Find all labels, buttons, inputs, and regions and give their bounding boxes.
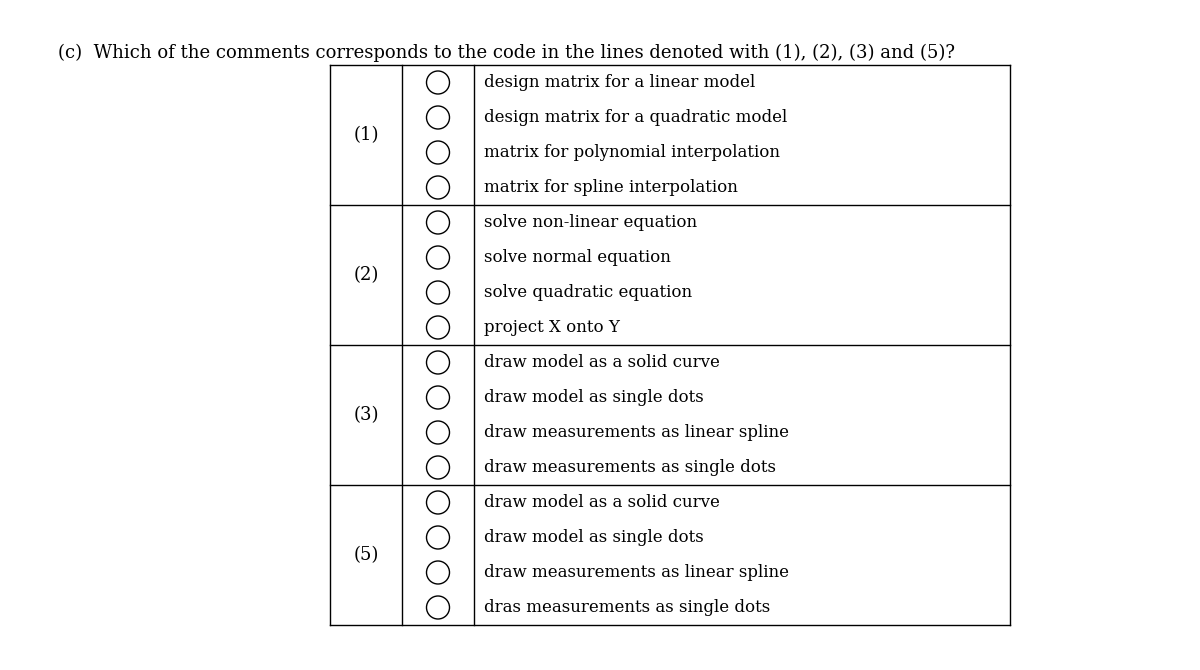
Text: (1): (1) bbox=[353, 126, 379, 144]
Text: draw measurements as single dots: draw measurements as single dots bbox=[484, 459, 775, 476]
Text: draw measurements as linear spline: draw measurements as linear spline bbox=[484, 564, 788, 581]
Text: design matrix for a linear model: design matrix for a linear model bbox=[484, 74, 755, 91]
Text: draw model as single dots: draw model as single dots bbox=[484, 529, 703, 546]
Text: design matrix for a quadratic model: design matrix for a quadratic model bbox=[484, 109, 787, 126]
Text: solve normal equation: solve normal equation bbox=[484, 249, 671, 266]
Text: draw model as single dots: draw model as single dots bbox=[484, 389, 703, 406]
Text: (c)  Which of the comments corresponds to the code in the lines denoted with (1): (c) Which of the comments corresponds to… bbox=[58, 44, 955, 62]
Text: (3): (3) bbox=[353, 406, 379, 424]
Text: solve quadratic equation: solve quadratic equation bbox=[484, 284, 691, 301]
Text: draw measurements as linear spline: draw measurements as linear spline bbox=[484, 424, 788, 441]
Text: (5): (5) bbox=[353, 546, 379, 564]
Text: (2): (2) bbox=[353, 266, 379, 284]
Text: matrix for polynomial interpolation: matrix for polynomial interpolation bbox=[484, 144, 780, 161]
Text: solve non-linear equation: solve non-linear equation bbox=[484, 214, 697, 231]
Text: draw model as a solid curve: draw model as a solid curve bbox=[484, 354, 720, 371]
Text: matrix for spline interpolation: matrix for spline interpolation bbox=[484, 179, 738, 196]
Text: project X onto Y: project X onto Y bbox=[484, 319, 619, 336]
Text: dras measurements as single dots: dras measurements as single dots bbox=[484, 599, 770, 616]
Text: draw model as a solid curve: draw model as a solid curve bbox=[484, 494, 720, 511]
